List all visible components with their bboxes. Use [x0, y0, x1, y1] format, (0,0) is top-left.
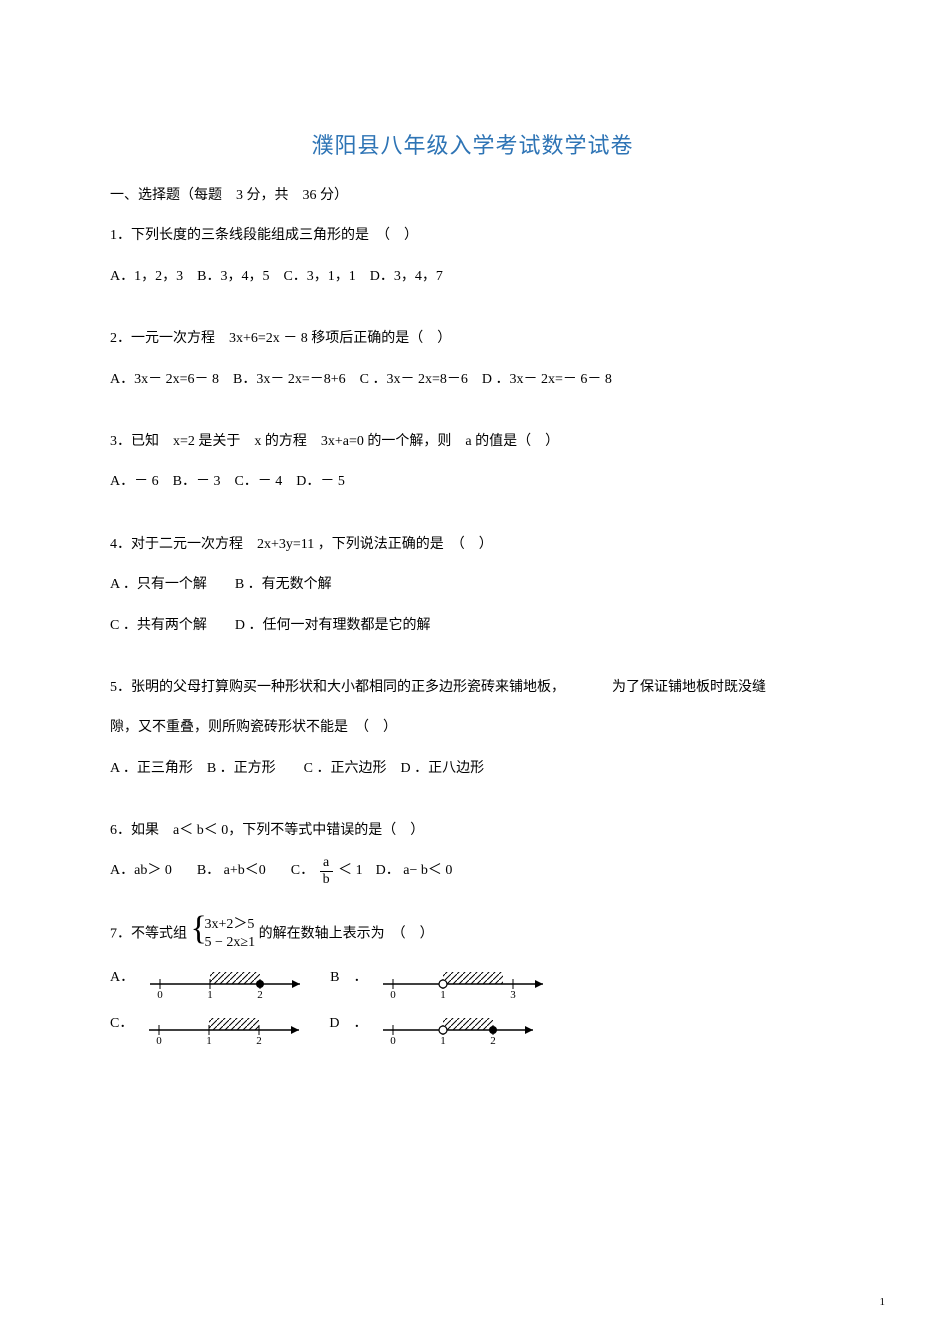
- content-block: 一、选择题（每题 3 分，共 36 分） 1．下列长度的三条线段能组成三角形的是…: [110, 178, 850, 1048]
- svg-text:1: 1: [207, 989, 213, 1000]
- svg-text:2: 2: [257, 989, 263, 1000]
- page-title: 濮阳县八年级入学考试数学试卷: [0, 128, 945, 160]
- spacer: [110, 791, 850, 809]
- q4-stem: 4．对于二元一次方程 2x+3y=11 ，下列说法正确的是 （ ）: [110, 527, 850, 563]
- page-number: 1: [880, 1296, 886, 1308]
- q2-stem: 2．一元一次方程 3x+6=2x － 8 移项后正确的是（ ）: [110, 321, 850, 357]
- q1-options: A．1，2，3 B．3，4，5 C．3，1，1 D．3，4，7: [110, 259, 850, 295]
- svg-text:2: 2: [491, 1035, 497, 1046]
- spacer: [110, 648, 850, 666]
- q7-opt-b: B ． 0 1 3: [330, 956, 553, 1000]
- svg-text:0: 0: [157, 989, 163, 1000]
- svg-text:0: 0: [157, 1035, 163, 1046]
- numberline-d-icon: 0 1 2: [373, 1002, 543, 1046]
- numberline-a-icon: 0 1 2: [140, 956, 310, 1000]
- q6-options: A．ab＞ 0 B． a+b＜0 C． a b ＜ 1 D． a− b＜ 0: [110, 853, 850, 889]
- q6-frac-den: b: [320, 872, 333, 887]
- q6-stem: 6．如果 a＜ b＜ 0，下列不等式中错误的是（ ）: [110, 813, 850, 849]
- q7-suffix: 的解在数轴上表示为 （ ）: [259, 926, 434, 941]
- q5-stem-line1: 5．张明的父母打算购买一种形状和大小都相同的正多边形瓷砖来铺地板， 为了保证铺地…: [110, 670, 850, 706]
- spacer: [110, 894, 850, 912]
- q7-opt-c-label: C．: [110, 1017, 133, 1031]
- q7-opt-d: D ． 0 1 2: [329, 1002, 543, 1046]
- spacer: [110, 299, 850, 317]
- q7-opt-a-label: A．: [110, 971, 134, 985]
- q7-options-row2: C． 0 1 2: [110, 1002, 850, 1048]
- q3-options: A．－ 6 B．－ 3 C．－ 4 D．－ 5: [110, 464, 850, 500]
- q4-options-line2: C ．共有两个解 D ．任何一对有理数都是它的解: [110, 608, 850, 644]
- svg-text:0: 0: [391, 989, 397, 1000]
- q7-stem: 7．不等式组 3x+2＞5 5 − 2x≥1 的解在数轴上表示为 （ ）: [110, 916, 850, 952]
- q7-options-row1: A． 0 1 2: [110, 956, 850, 1002]
- svg-text:1: 1: [207, 1035, 213, 1046]
- q7-prefix: 7．不等式组: [110, 926, 187, 941]
- q6-opt-d: D． a− b＜ 0: [376, 863, 453, 878]
- q7-opt-b-label: B ．: [330, 971, 367, 985]
- svg-text:3: 3: [511, 989, 517, 1000]
- numberline-b-icon: 0 1 3: [373, 956, 553, 1000]
- svg-text:1: 1: [441, 989, 447, 1000]
- q7-opt-c: C． 0 1 2: [110, 1002, 309, 1046]
- q6-opt-b: B． a+b＜0: [197, 863, 266, 878]
- spacer: [110, 402, 850, 420]
- q2-options: A．3x－ 2x=6－ 8 B．3x－ 2x=－8+6 C ．3x－ 2x=8－…: [110, 362, 850, 398]
- q6-frac-num: a: [320, 855, 333, 871]
- q6-opt-c-suffix: ＜ 1: [338, 863, 363, 878]
- q7-opt-d-label: D ．: [329, 1017, 367, 1031]
- q7-brace: 3x+2＞5 5 − 2x≥1: [191, 916, 256, 952]
- page: 濮阳县八年级入学考试数学试卷 一、选择题（每题 3 分，共 36 分） 1．下列…: [0, 0, 945, 1338]
- svg-text:1: 1: [441, 1035, 447, 1046]
- numberline-c-icon: 0 1 2: [139, 1002, 309, 1046]
- q5-stem-part2: 为了保证铺地板时既没缝: [612, 680, 766, 695]
- q5-stem-part1: 5．张明的父母打算购买一种形状和大小都相同的正多边形瓷砖来铺地板，: [110, 680, 565, 695]
- spacer: [110, 505, 850, 523]
- svg-text:2: 2: [257, 1035, 263, 1046]
- q5-stem-line2: 隙，又不重叠，则所购瓷砖形状不能是 （ ）: [110, 710, 850, 746]
- q6-opt-a: A．ab＞ 0: [110, 863, 172, 878]
- q6-fraction: a b: [318, 855, 335, 887]
- q5-options: A ．正三角形 B ．正方形 C ．正六边形 D ．正八边形: [110, 751, 850, 787]
- q6-opt-c-prefix: C．: [291, 863, 314, 878]
- q7-brace-row1: 3x+2＞5: [205, 916, 256, 934]
- q7-brace-row2: 5 − 2x≥1: [205, 934, 256, 952]
- svg-text:0: 0: [391, 1035, 397, 1046]
- section-header: 一、选择题（每题 3 分，共 36 分）: [110, 178, 850, 214]
- q3-stem: 3．已知 x=2 是关于 x 的方程 3x+a=0 的一个解，则 a 的值是（ …: [110, 424, 850, 460]
- q4-options-line1: A ．只有一个解 B ．有无数个解: [110, 567, 850, 603]
- q1-stem: 1．下列长度的三条线段能组成三角形的是 （ ）: [110, 218, 850, 254]
- q7-opt-a: A． 0 1 2: [110, 956, 310, 1000]
